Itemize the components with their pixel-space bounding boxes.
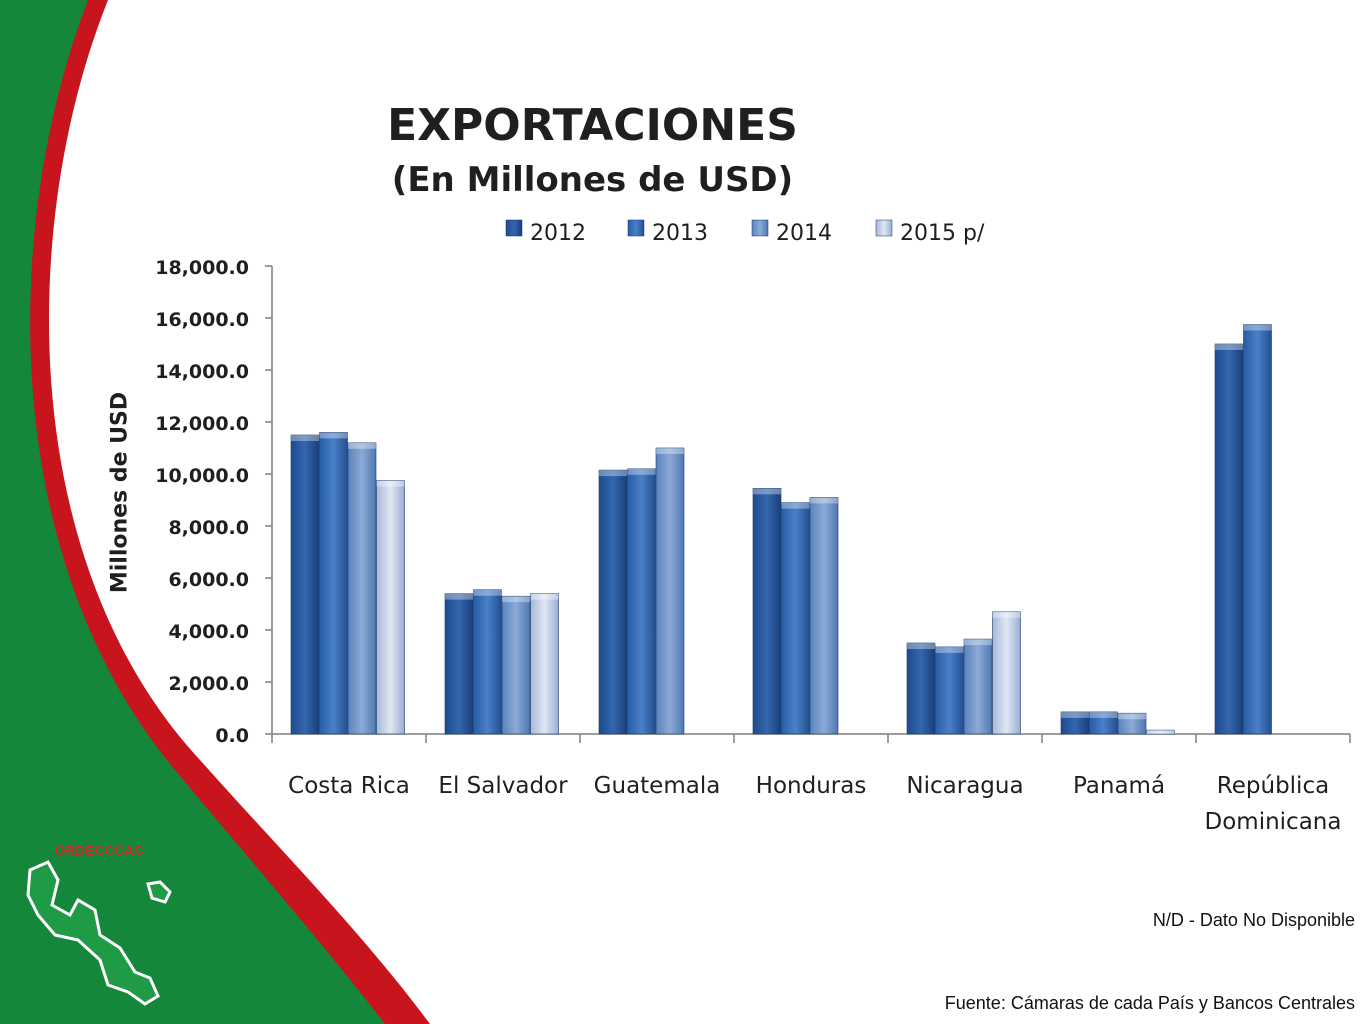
bar-2013 — [935, 646, 964, 735]
legend-label: 2014 — [776, 221, 832, 246]
x-tick-label: Panamá — [1073, 773, 1165, 799]
bar-highlight — [1089, 711, 1118, 718]
bar-highlight — [753, 488, 781, 495]
bar-highlight — [502, 596, 530, 603]
bar-2013 — [1089, 711, 1118, 735]
bar-2013 — [781, 502, 810, 735]
bar-2014 — [501, 595, 531, 735]
bar-2012 — [444, 593, 474, 735]
bar-highlight — [810, 497, 838, 504]
legend-swatch — [505, 219, 523, 237]
bar-2012 — [598, 469, 628, 735]
y-tick-label: 4,000.0 — [168, 621, 249, 643]
bar-2014 — [809, 497, 839, 735]
x-tick-label: Nicaragua — [906, 773, 1023, 799]
bar-highlight — [445, 593, 473, 600]
legend-swatch — [751, 219, 769, 237]
bar-highlight — [907, 643, 935, 649]
y-tick-label: 10,000.0 — [155, 465, 249, 487]
bar-2015-p — [1146, 729, 1175, 735]
y-tick-label: 18,000.0 — [155, 257, 249, 279]
bar-2014 — [655, 447, 685, 735]
bar-highlight — [473, 589, 502, 596]
bar-highlight — [599, 470, 627, 477]
y-tick-label: 6,000.0 — [168, 569, 249, 591]
nd-note: N/D - Dato No Disponible — [1152, 910, 1355, 930]
bar-highlight — [319, 432, 348, 439]
bar-2013 — [627, 468, 656, 735]
bar-highlight — [1118, 713, 1146, 720]
legend-label: 2013 — [652, 221, 708, 246]
bar-highlight — [992, 611, 1021, 618]
brand-logo-text: ORDECCCAC — [55, 843, 144, 858]
legend-swatch — [875, 219, 893, 237]
legend-label: 2015 p/ — [900, 221, 985, 246]
y-tick-label: 2,000.0 — [168, 673, 249, 695]
x-tick-label: El Salvador — [438, 773, 568, 799]
y-tick-label: 12,000.0 — [155, 413, 249, 435]
bar-2015-p — [530, 593, 559, 735]
bar-highlight — [291, 435, 319, 441]
central-america-map-icon — [26, 860, 172, 1006]
bar-highlight — [964, 639, 992, 646]
source-note: Fuente: Cámaras de cada País y Bancos Ce… — [944, 993, 1355, 1013]
y-tick-label: 0.0 — [215, 725, 249, 747]
bar-highlight — [1243, 324, 1272, 331]
chart-subtitle: (En Millones de USD) — [391, 160, 794, 200]
bar-2013 — [1243, 324, 1272, 735]
bar-highlight — [627, 468, 656, 475]
bar-highlight — [935, 646, 964, 653]
x-tick-label: República Dominicana — [1205, 773, 1342, 835]
bar-2015-p — [992, 611, 1021, 735]
bar-highlight — [348, 442, 376, 449]
y-tick-label: 14,000.0 — [155, 361, 249, 383]
bar-2014 — [347, 442, 377, 735]
x-tick-label: Guatemala — [594, 773, 721, 799]
y-tick-label: 8,000.0 — [168, 517, 249, 539]
bar-highlight — [1061, 711, 1089, 718]
y-tick-label: 16,000.0 — [155, 309, 249, 331]
bar-highlight — [530, 593, 559, 600]
bar-2012 — [1060, 711, 1090, 735]
legend-swatch — [627, 219, 645, 237]
bar-highlight — [781, 502, 810, 509]
bar-2012 — [290, 434, 320, 735]
x-tick-label: Costa Rica — [288, 773, 410, 799]
bar-highlight — [376, 480, 405, 487]
bar-2012 — [906, 642, 936, 735]
legend-label: 2012 — [530, 221, 586, 246]
bar-2012 — [752, 487, 782, 735]
bar-2013 — [473, 589, 502, 735]
bar-2014 — [963, 638, 993, 735]
bar-2013 — [319, 432, 348, 735]
bar-highlight — [1215, 344, 1243, 350]
bar-2015-p — [376, 480, 405, 735]
bar-highlight — [1146, 730, 1175, 734]
bar-2012 — [1214, 343, 1244, 735]
bar-highlight — [656, 448, 684, 454]
chart-title: EXPORTACIONES — [387, 100, 798, 151]
bar-2014 — [1117, 712, 1147, 735]
green-band — [0, 0, 385, 1024]
x-tick-label: Honduras — [756, 773, 867, 799]
